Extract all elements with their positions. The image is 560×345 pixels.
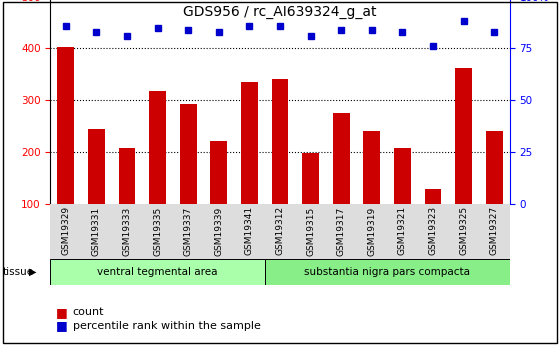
FancyBboxPatch shape: [50, 204, 510, 259]
Bar: [241, 82, 258, 255]
Bar: [57, 47, 74, 255]
Text: ■: ■: [56, 306, 68, 319]
FancyBboxPatch shape: [50, 259, 265, 285]
Text: GSM19331: GSM19331: [92, 206, 101, 256]
Text: GSM19319: GSM19319: [367, 206, 376, 256]
Bar: [455, 68, 472, 255]
Text: GSM19337: GSM19337: [184, 206, 193, 256]
Text: tissue: tissue: [3, 267, 34, 277]
Text: GSM19333: GSM19333: [123, 206, 132, 256]
Text: substantia nigra pars compacta: substantia nigra pars compacta: [304, 267, 470, 277]
Bar: [272, 79, 288, 255]
FancyBboxPatch shape: [265, 259, 510, 285]
Bar: [302, 153, 319, 255]
Bar: [486, 131, 503, 255]
Text: GSM19317: GSM19317: [337, 206, 346, 256]
Text: GSM19323: GSM19323: [428, 206, 437, 255]
Bar: [119, 148, 136, 255]
Text: GSM19341: GSM19341: [245, 206, 254, 255]
Text: percentile rank within the sample: percentile rank within the sample: [73, 321, 260, 331]
Text: ventral tegmental area: ventral tegmental area: [97, 267, 218, 277]
Bar: [180, 104, 197, 255]
Text: GSM19327: GSM19327: [490, 206, 499, 255]
Text: GSM19325: GSM19325: [459, 206, 468, 255]
Bar: [363, 130, 380, 255]
Text: count: count: [73, 307, 104, 317]
Text: GSM19329: GSM19329: [61, 206, 70, 255]
Bar: [211, 141, 227, 255]
Bar: [88, 129, 105, 255]
Text: GSM19315: GSM19315: [306, 206, 315, 256]
Bar: [149, 91, 166, 255]
Text: ■: ■: [56, 319, 68, 333]
Bar: [333, 113, 349, 255]
Bar: [424, 189, 441, 255]
Text: GSM19312: GSM19312: [276, 206, 284, 255]
Bar: [394, 148, 411, 255]
Text: GSM19335: GSM19335: [153, 206, 162, 256]
Text: ▶: ▶: [29, 267, 36, 277]
Text: GSM19321: GSM19321: [398, 206, 407, 255]
Text: GDS956 / rc_AI639324_g_at: GDS956 / rc_AI639324_g_at: [183, 5, 377, 19]
Text: GSM19339: GSM19339: [214, 206, 223, 256]
